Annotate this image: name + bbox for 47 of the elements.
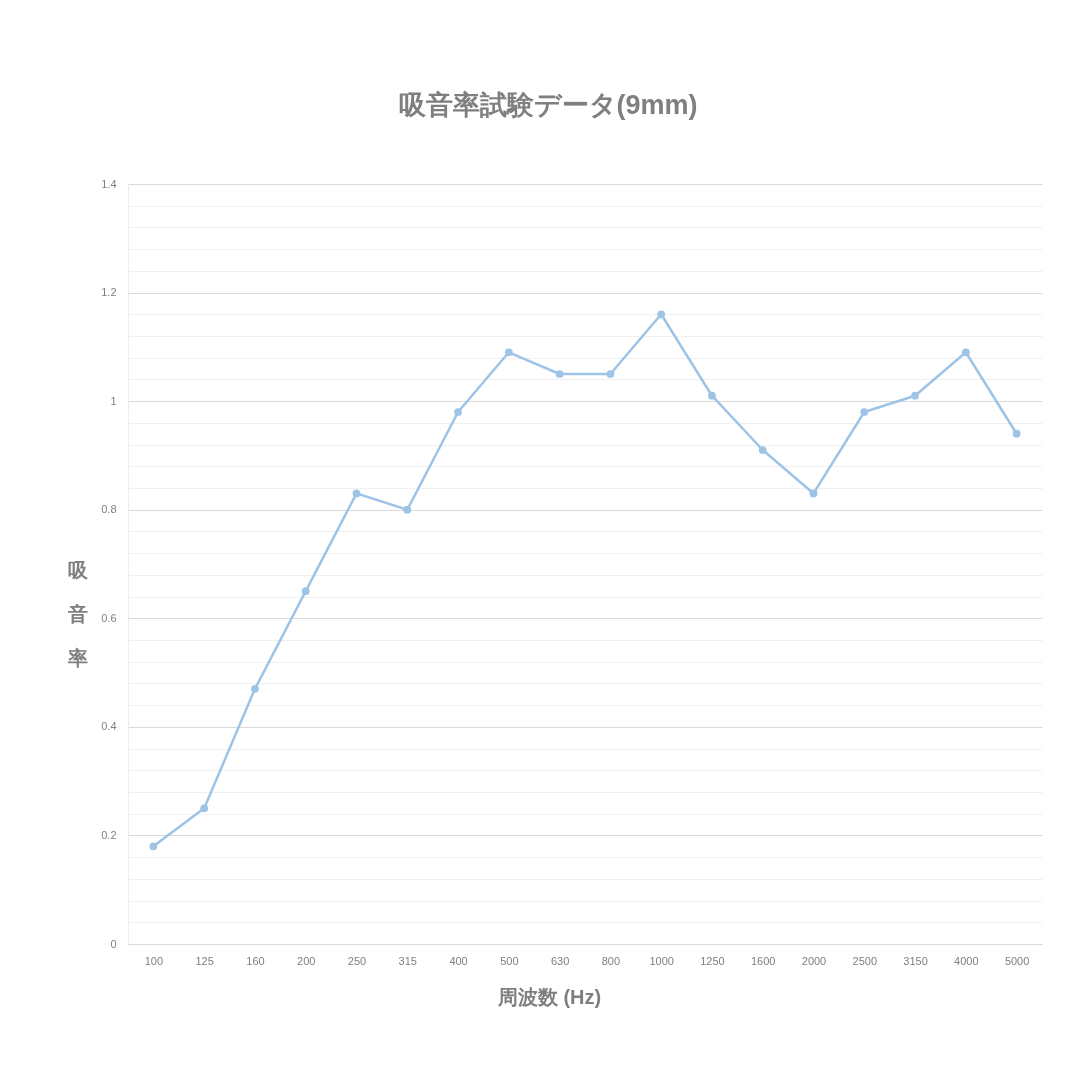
point — [657, 310, 666, 319]
x-tick-label: 630 — [550, 954, 570, 967]
x-tick-label: 125 — [195, 954, 214, 967]
x-tick-label: 200 — [297, 954, 316, 967]
point — [454, 408, 462, 416]
point — [504, 348, 513, 357]
point — [809, 489, 818, 498]
point — [758, 446, 767, 454]
point — [403, 505, 412, 514]
y-tick-label: 0.6 — [101, 611, 117, 624]
x-tick-label: 1600 — [750, 954, 776, 967]
y-tick-label: 0.8 — [101, 503, 117, 516]
point — [200, 804, 209, 813]
y-tick-label: 0 — [110, 937, 117, 950]
x-tick-label: 100 — [144, 954, 164, 967]
x-tick-label: 500 — [500, 954, 519, 967]
point — [708, 391, 716, 400]
x-tick-label: 5000 — [1004, 954, 1030, 967]
x-tick-label: 400 — [449, 954, 468, 967]
point — [555, 370, 564, 378]
point — [352, 489, 361, 498]
x-tick-label: 800 — [601, 954, 621, 967]
x-tick-label: 3150 — [903, 954, 928, 967]
x-tick-label: 315 — [398, 954, 417, 967]
y-tick-label: 1 — [110, 394, 117, 407]
x-axis-title: 周波数 (Hz) — [496, 985, 602, 1008]
point — [606, 370, 615, 378]
point — [251, 684, 259, 693]
point — [1012, 429, 1021, 438]
y-tick-label: 1.4 — [101, 177, 117, 190]
chart-title: 吸音率試験データ(9mm) — [398, 90, 698, 120]
y-tick-label: 0.4 — [101, 720, 117, 733]
point — [961, 348, 970, 357]
y-tick-label: 1.2 — [101, 286, 117, 299]
point — [149, 842, 158, 851]
point — [860, 408, 869, 416]
y-axis-title: 吸音率 — [66, 558, 89, 669]
point — [911, 391, 919, 400]
point — [301, 587, 310, 596]
x-tick-label: 1250 — [700, 954, 725, 967]
x-tick-label: 2000 — [801, 954, 827, 967]
x-tick-label: 160 — [246, 954, 265, 967]
x-tick-label: 2500 — [852, 954, 878, 967]
x-tick-label: 1000 — [649, 954, 674, 967]
y-tick-label: 0.2 — [101, 828, 117, 841]
x-tick-label: 4000 — [954, 954, 979, 967]
x-tick-label: 250 — [347, 954, 367, 967]
